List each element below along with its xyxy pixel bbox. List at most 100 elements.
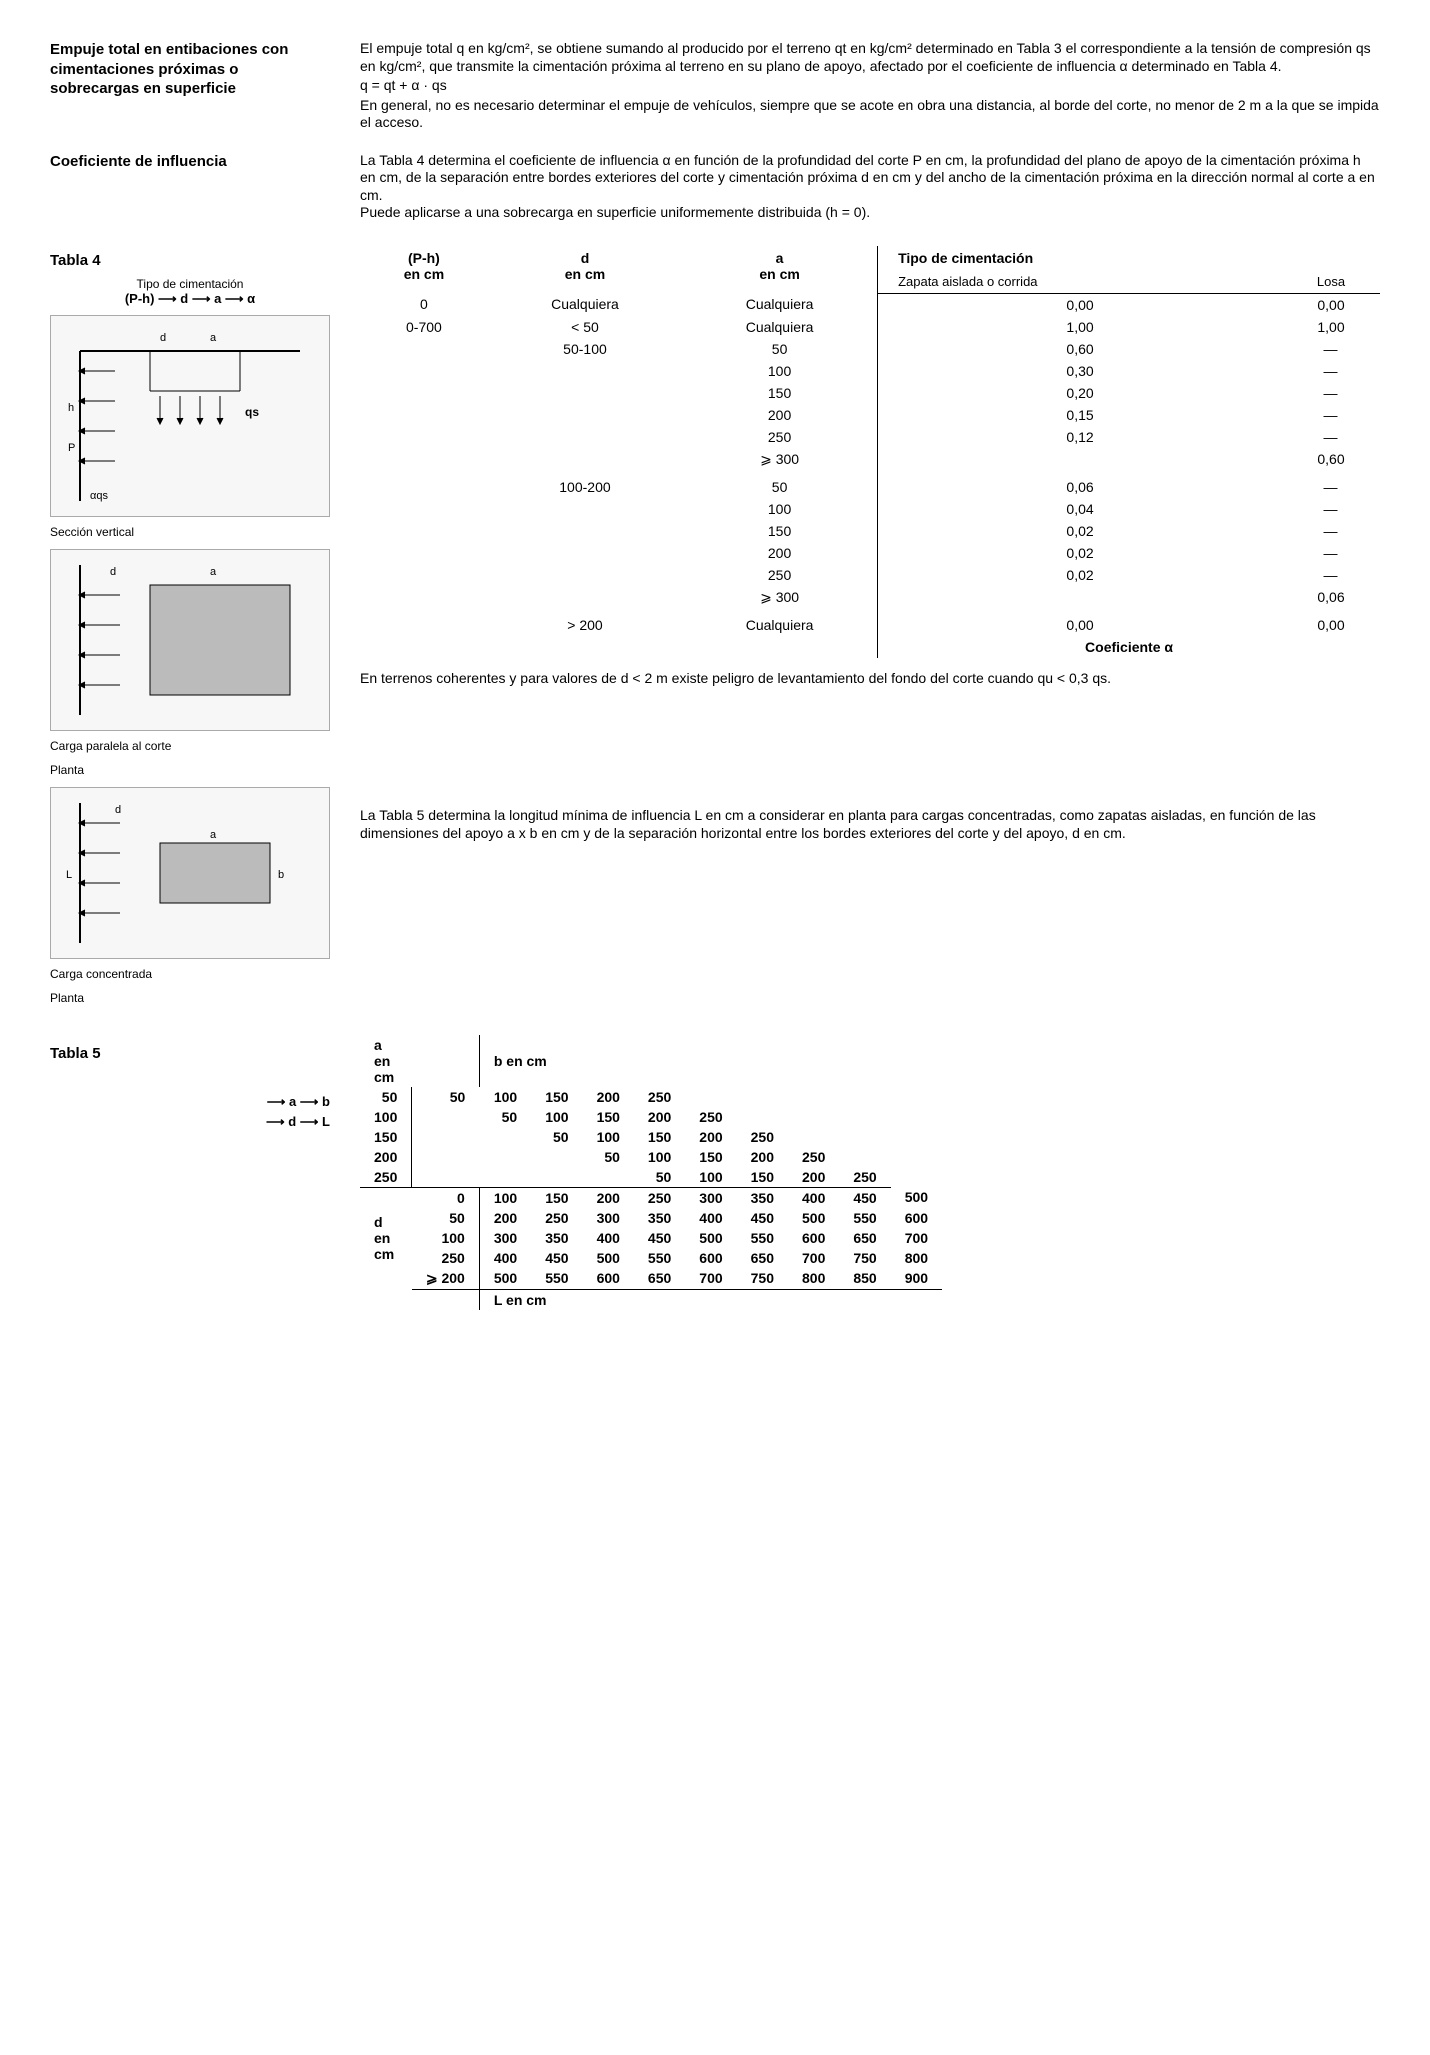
cell (360, 404, 488, 426)
cell: 0,00 (1282, 293, 1380, 316)
cell: — (1282, 338, 1380, 360)
arrow-note: ⟶ d ⟶ L (50, 1112, 330, 1133)
diagram-seccion-vertical: h P qs αqs d a (50, 315, 330, 517)
cell (788, 1127, 839, 1147)
d-label: d en cm (360, 1187, 412, 1289)
cell (878, 586, 1282, 609)
cell (737, 1107, 788, 1127)
cell: 250 (839, 1167, 890, 1188)
cell (685, 1087, 736, 1107)
cell: 200 (479, 1208, 531, 1228)
cell (360, 609, 488, 636)
cell: 100 (531, 1107, 582, 1127)
cell: 150 (583, 1107, 634, 1127)
section-empuje-total: Empuje total en entibaciones con cimenta… (50, 40, 1380, 132)
svg-text:a: a (210, 829, 217, 841)
table-label: Tabla 5 (50, 1045, 330, 1062)
a-value: 200 (360, 1147, 412, 1167)
cell (488, 426, 682, 448)
cell: 150 (634, 1127, 685, 1147)
cell: 600 (891, 1208, 942, 1228)
svg-text:αqs: αqs (90, 490, 108, 502)
cell: 100 (682, 360, 877, 382)
cell: 50 (634, 1167, 685, 1188)
cell: 100 (682, 498, 877, 520)
cell: 400 (479, 1248, 531, 1268)
cell: 850 (839, 1268, 890, 1290)
cell (488, 542, 682, 564)
cell: 600 (788, 1228, 839, 1248)
cell (412, 1107, 479, 1127)
cell: 300 (685, 1187, 736, 1208)
cell (360, 586, 488, 609)
cell: 250 (685, 1107, 736, 1127)
cell: 450 (839, 1187, 890, 1208)
tabla5: a en cm b en cm 505010015020025010050100… (360, 1035, 942, 1310)
a-value: 150 (360, 1127, 412, 1147)
cell: 550 (839, 1208, 890, 1228)
diagram-carga-concentrada: d a b L (50, 787, 330, 959)
section-coeficiente: Coeficiente de influencia La Tabla 4 det… (50, 152, 1380, 222)
cell (839, 1127, 890, 1147)
cell (839, 1147, 890, 1167)
cell (878, 448, 1282, 471)
cell: 350 (737, 1187, 788, 1208)
cell (360, 520, 488, 542)
cell: 150 (682, 520, 877, 542)
cell: 250 (531, 1208, 582, 1228)
cell: 200 (583, 1087, 634, 1107)
cell: 0,06 (878, 471, 1282, 498)
svg-text:d: d (115, 804, 121, 816)
cell: 1,00 (878, 316, 1282, 338)
cell: 500 (891, 1187, 942, 1208)
cell: 0 (360, 293, 488, 316)
cell: 750 (839, 1248, 890, 1268)
cell (360, 338, 488, 360)
diagram-svg: h P qs αqs d a (60, 321, 320, 511)
cell: — (1282, 542, 1380, 564)
cell: 50 (583, 1147, 634, 1167)
cell: 150 (682, 382, 877, 404)
svg-text:a: a (210, 566, 217, 578)
a-value: 100 (360, 1107, 412, 1127)
cell (788, 1107, 839, 1127)
cell: 900 (891, 1268, 942, 1290)
cell: 250 (682, 426, 877, 448)
cell: 0,06 (1282, 586, 1380, 609)
cell: 100 (685, 1167, 736, 1188)
d-value: 100 (412, 1228, 479, 1248)
cell (360, 471, 488, 498)
cell: Cualquiera (682, 316, 877, 338)
cell: — (1282, 471, 1380, 498)
cell: — (1282, 360, 1380, 382)
cell: 200 (634, 1107, 685, 1127)
cell (788, 1087, 839, 1107)
cell: 700 (685, 1268, 736, 1290)
svg-text:a: a (210, 332, 217, 344)
cell (488, 520, 682, 542)
cell (488, 448, 682, 471)
formula: q = qt + α · qs (360, 77, 1380, 95)
cell: — (1282, 498, 1380, 520)
cell (488, 586, 682, 609)
cell: 300 (479, 1228, 531, 1248)
cell: 50 (682, 338, 877, 360)
cell: 550 (634, 1248, 685, 1268)
cell: 100 (479, 1087, 531, 1107)
cell: 0,15 (878, 404, 1282, 426)
cell: 0,04 (878, 498, 1282, 520)
svg-text:d: d (110, 566, 116, 578)
cell: 50 (479, 1107, 531, 1127)
cell: 400 (583, 1228, 634, 1248)
cell: 50 (531, 1127, 582, 1147)
svg-text:P: P (68, 442, 75, 454)
cell: 250 (634, 1087, 685, 1107)
cell: > 200 (488, 609, 682, 636)
cell: 400 (788, 1187, 839, 1208)
cell: Cualquiera (682, 609, 877, 636)
svg-text:qs: qs (245, 405, 259, 419)
cell: 650 (737, 1248, 788, 1268)
cell: 800 (788, 1268, 839, 1290)
diagram-caption: Carga concentrada (50, 967, 330, 981)
cell: 200 (685, 1127, 736, 1147)
